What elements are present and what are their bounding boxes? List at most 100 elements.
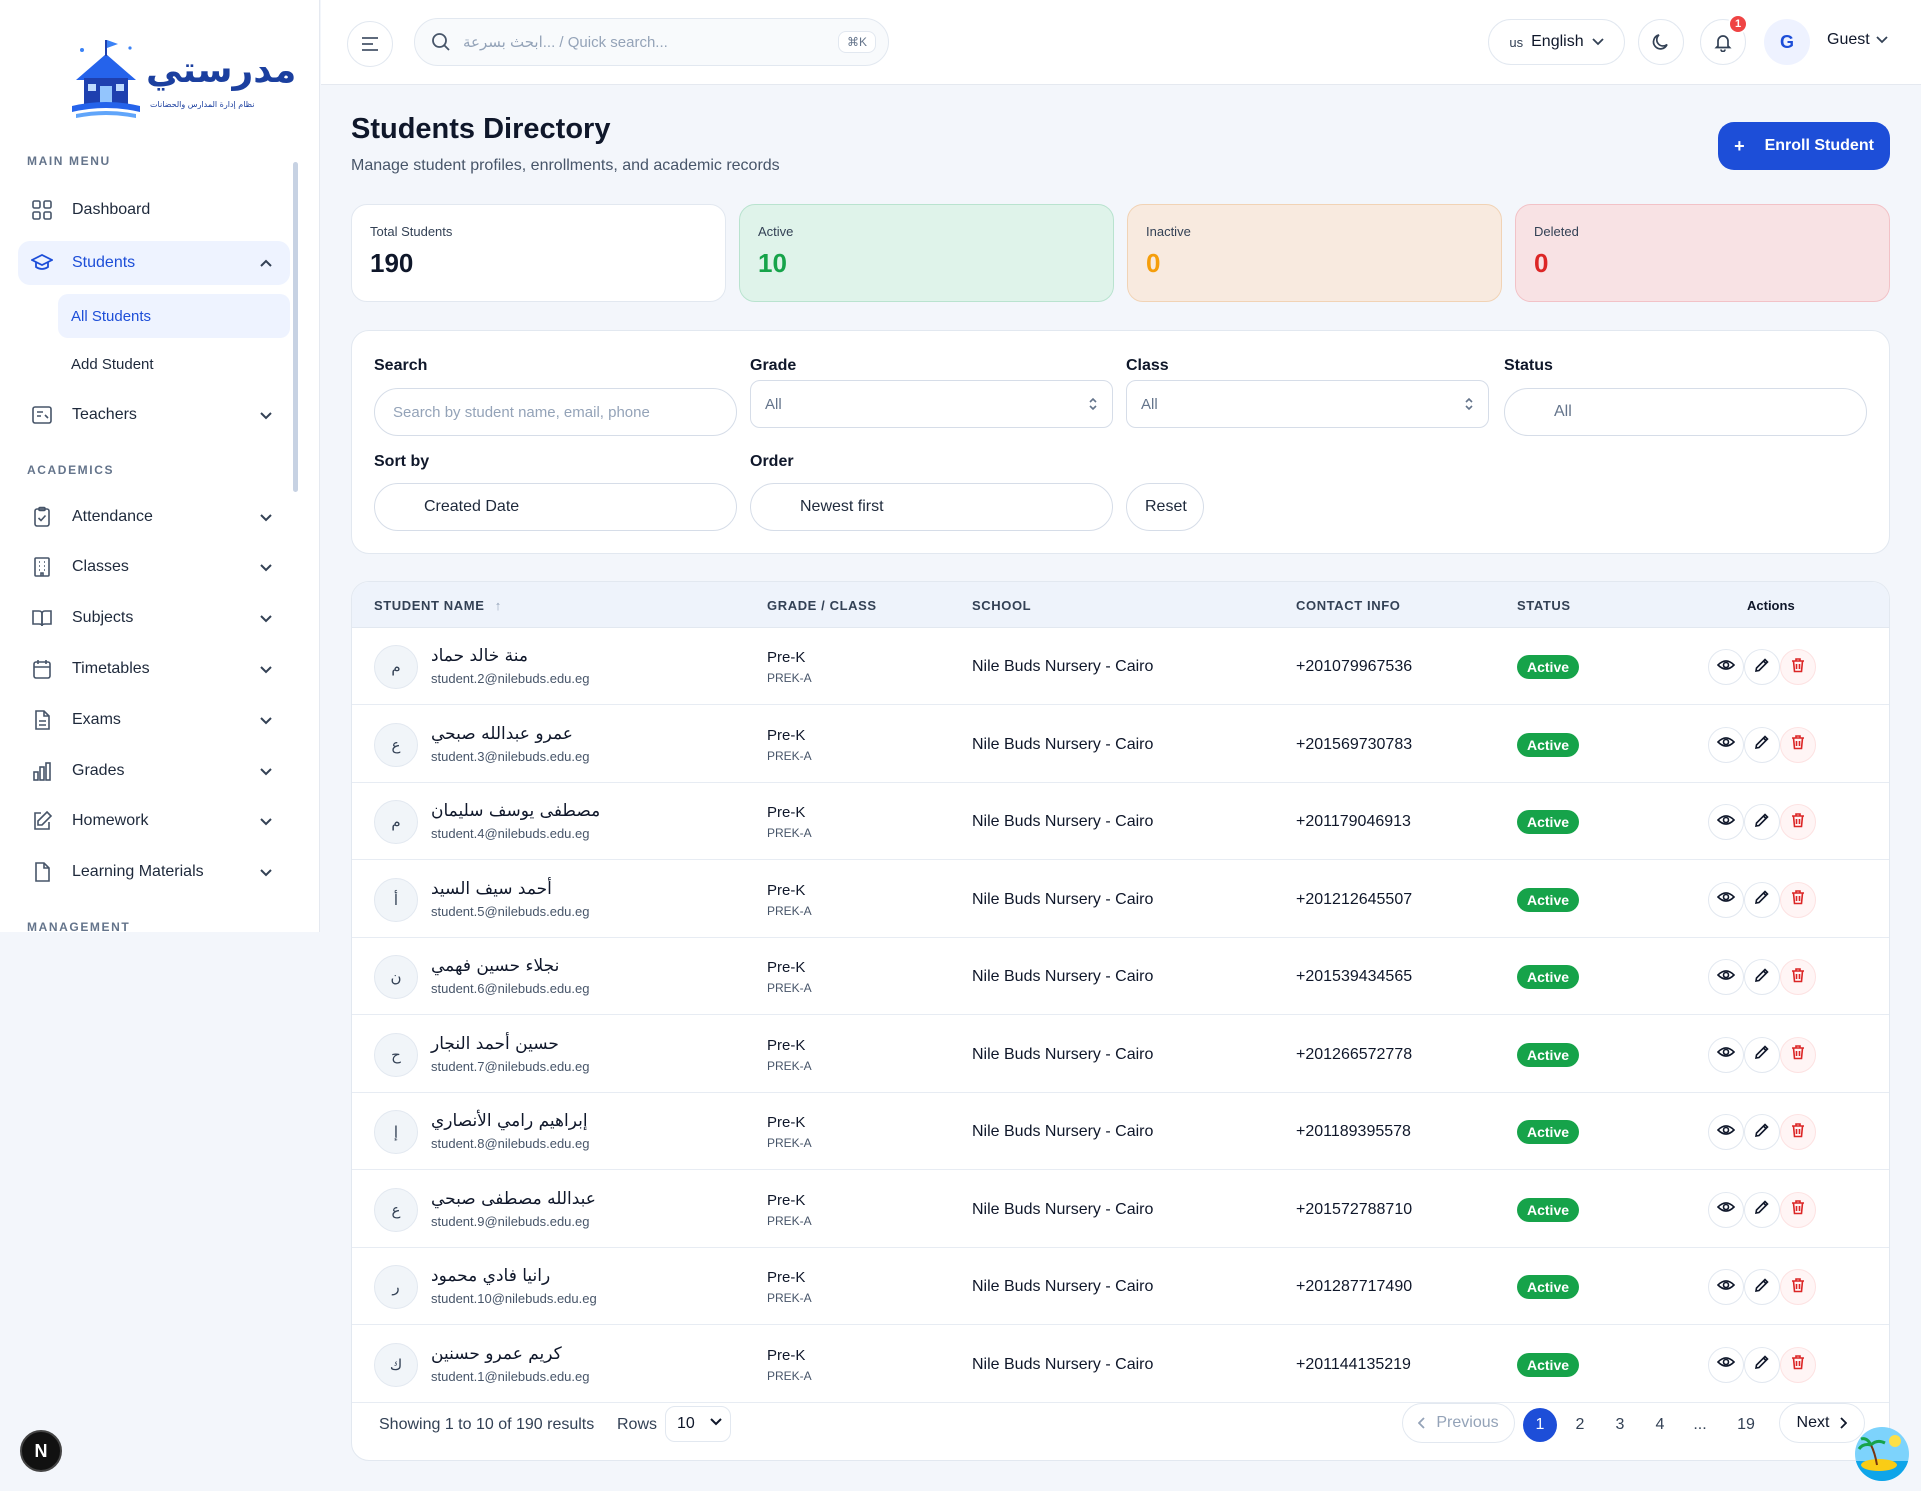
edit-button[interactable] <box>1744 959 1780 995</box>
student-name[interactable]: منة خالد حماد <box>431 646 529 666</box>
sort-by-select[interactable]: Created Date <box>374 483 737 531</box>
view-button[interactable] <box>1708 881 1744 918</box>
student-name[interactable]: حسين أحمد النجار <box>431 1033 559 1054</box>
student-grade: Pre-K <box>767 1191 806 1209</box>
notifications-button[interactable] <box>1700 19 1746 65</box>
table-row[interactable]: ن نجلاء حسين فهمي student.6@nilebuds.edu.e… <box>352 939 1889 1015</box>
sidebar-subitem-all-students[interactable]: All Students <box>58 294 290 338</box>
student-name[interactable]: رانيا فادي محمود <box>431 1266 551 1286</box>
student-name[interactable]: عبدالله مصطفى صبحي <box>431 1188 596 1209</box>
sidebar-item-learning-materials[interactable]: Learning Materials <box>18 850 290 894</box>
sidebar-item-grades[interactable]: Grades <box>18 749 290 793</box>
delete-button[interactable] <box>1780 1036 1816 1073</box>
student-email: student.10@nilebuds.edu.eg <box>431 1291 597 1306</box>
delete-button[interactable] <box>1780 804 1816 840</box>
page-button[interactable]: 2 <box>1575 1416 1585 1433</box>
delete-button[interactable] <box>1780 959 1816 995</box>
student-search-input[interactable]: Search by student name, email, phone <box>374 388 737 436</box>
table-row[interactable]: ر رانيا فادي محمود student.10@nilebuds.edu… <box>352 1249 1889 1325</box>
enroll-student-button[interactable]: + Enroll Student <box>1718 122 1890 170</box>
student-class: PREK-A <box>767 1136 812 1150</box>
sidebar-item-classes[interactable]: Classes <box>18 545 290 589</box>
delete-button[interactable] <box>1780 649 1816 685</box>
view-button[interactable] <box>1708 1036 1744 1073</box>
edit-button[interactable] <box>1744 726 1780 763</box>
delete-button[interactable] <box>1780 1114 1816 1150</box>
delete-button[interactable] <box>1780 1346 1816 1383</box>
sidebar-item-exams[interactable]: Exams <box>18 698 290 742</box>
theme-toggle-button[interactable] <box>1638 19 1684 65</box>
table-row[interactable]: ك كريم عمرو حسنين student.1@nilebuds.edu.e… <box>352 1327 1889 1403</box>
page-button[interactable]: 4 <box>1655 1416 1665 1433</box>
student-name[interactable]: نجلاء حسين فهمي <box>431 956 560 976</box>
order-select[interactable]: Newest first <box>750 483 1113 531</box>
page-button[interactable]: 3 <box>1615 1416 1625 1433</box>
student-name[interactable]: إبراهيم رامي الأنصاري <box>431 1111 588 1131</box>
view-button[interactable] <box>1708 1114 1744 1150</box>
trash-icon <box>1790 657 1806 678</box>
rows-per-page-select[interactable]: 10 <box>665 1406 731 1442</box>
sidebar-item-homework[interactable]: Homework <box>18 799 290 843</box>
sidebar-item-subjects[interactable]: Subjects <box>18 596 290 640</box>
table-row[interactable]: م منة خالد حماد student.2@nilebuds.edu.eg P… <box>352 629 1889 705</box>
sidebar-subitem-add-student[interactable]: Add Student <box>71 355 154 373</box>
delete-button[interactable] <box>1780 881 1816 918</box>
reset-button[interactable]: Reset <box>1126 483 1204 531</box>
assistant-avatar[interactable] <box>1855 1427 1909 1481</box>
edit-button[interactable] <box>1744 804 1780 840</box>
student-name[interactable]: عمرو عبدالله صبحي <box>431 723 573 744</box>
sidebar-item-attendance[interactable]: Attendance <box>18 495 290 539</box>
user-menu[interactable]: Guest <box>1827 31 1888 49</box>
delete-button[interactable] <box>1780 1191 1816 1228</box>
menu-toggle-button[interactable] <box>347 21 393 67</box>
user-avatar[interactable]: G <box>1764 19 1810 65</box>
quick-search-input[interactable]: ابحث بسرعة... / Quick search... ⌘K <box>414 18 889 66</box>
book-open-icon <box>30 606 54 630</box>
student-name[interactable]: أحمد سيف السيد <box>431 878 552 899</box>
table-row[interactable]: ع عمرو عبدالله صبحي student.3@nilebuds.edu… <box>352 707 1889 783</box>
sidebar-item-timetables[interactable]: Timetables <box>18 647 290 691</box>
edit-button[interactable] <box>1744 1269 1780 1305</box>
student-name[interactable]: مصطفى يوسف سليمان <box>431 801 601 821</box>
sidebar-item-dashboard[interactable]: Dashboard <box>18 188 290 232</box>
edit-button[interactable] <box>1744 1036 1780 1073</box>
moon-icon <box>1652 34 1668 50</box>
sidebar-scrollbar[interactable] <box>291 152 300 932</box>
view-button[interactable] <box>1708 726 1744 763</box>
view-button[interactable] <box>1708 1346 1744 1383</box>
status-select[interactable]: All <box>1504 388 1867 436</box>
table-row[interactable]: ع عبدالله مصطفى صبحي student.9@nilebuds.ed… <box>352 1172 1889 1248</box>
student-grade: Pre-K <box>767 726 806 744</box>
student-name[interactable]: كريم عمرو حسنين <box>431 1343 562 1364</box>
nextjs-dev-button[interactable]: N <box>20 1430 62 1472</box>
edit-button[interactable] <box>1744 1114 1780 1150</box>
view-button[interactable] <box>1708 804 1744 840</box>
next-page-button[interactable]: Next <box>1779 1403 1865 1443</box>
table-row[interactable]: أ أحمد سيف السيد student.5@nilebuds.edu.eg… <box>352 862 1889 938</box>
table-row[interactable]: م مصطفى يوسف سليمان student.4@nilebuds.edu… <box>352 784 1889 860</box>
view-button[interactable] <box>1708 959 1744 995</box>
pencil-icon <box>1754 1122 1770 1143</box>
page-button[interactable]: 1 <box>1523 1408 1557 1442</box>
column-header-student-name[interactable]: STUDENT NAME ↑ <box>374 598 502 613</box>
grade-select[interactable]: All <box>750 380 1113 428</box>
view-button[interactable] <box>1708 1191 1744 1228</box>
view-button[interactable] <box>1708 649 1744 685</box>
previous-page-button[interactable]: Previous <box>1402 1403 1515 1443</box>
delete-button[interactable] <box>1780 1269 1816 1305</box>
delete-button[interactable] <box>1780 726 1816 763</box>
table-row[interactable]: إ إبراهيم رامي الأنصاري student.8@nilebuds… <box>352 1094 1889 1170</box>
sidebar-item-teachers[interactable]: Teachers <box>18 393 290 437</box>
edit-button[interactable] <box>1744 881 1780 918</box>
view-button[interactable] <box>1708 1269 1744 1305</box>
edit-button[interactable] <box>1744 1191 1780 1228</box>
sidebar-item-students[interactable]: Students <box>18 241 290 285</box>
edit-button[interactable] <box>1744 1346 1780 1383</box>
edit-button[interactable] <box>1744 649 1780 685</box>
scrollbar-thumb[interactable] <box>293 162 298 492</box>
table-row[interactable]: ح حسين أحمد النجار student.7@nilebuds.edu.… <box>352 1017 1889 1093</box>
page-button[interactable]: 19 <box>1737 1416 1755 1433</box>
brand-logo[interactable]: مدرستي نظام إدارة المدارس والحضانات <box>70 36 296 122</box>
language-selector[interactable]: us English <box>1488 19 1625 65</box>
class-select[interactable]: All <box>1126 380 1489 428</box>
